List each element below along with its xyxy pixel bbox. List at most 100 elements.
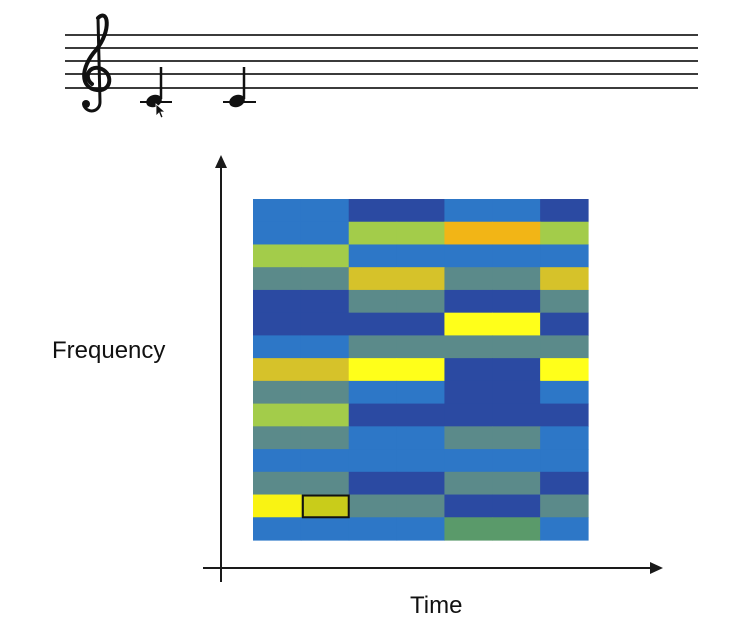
heatmap-cell — [540, 289, 589, 314]
heatmap-cell — [348, 517, 398, 541]
heatmap-cell — [396, 471, 446, 496]
heatmap-cell — [300, 221, 350, 246]
treble-clef-icon — [82, 13, 112, 113]
heatmap-cell — [492, 380, 541, 405]
heatmap-cell — [300, 289, 350, 314]
heatmap-cell — [444, 335, 493, 359]
heatmap-cell — [444, 403, 493, 427]
heatmap-cell — [540, 358, 589, 382]
heatmap-cell — [540, 471, 589, 496]
heatmap-cell — [540, 267, 589, 291]
heatmap-cell — [396, 358, 446, 382]
x-axis — [203, 562, 663, 574]
x-axis-label: Time — [410, 592, 463, 619]
heatmap-cell — [444, 517, 493, 541]
heatmap-cell — [492, 471, 541, 496]
heatmap-cell — [348, 199, 398, 223]
heatmap-cell — [492, 221, 541, 246]
heatmap-cell — [396, 403, 446, 427]
heatmap-cell — [540, 449, 589, 473]
heatmap-cell — [492, 494, 541, 518]
heatmap-cell — [396, 449, 446, 473]
heatmap-cell — [396, 312, 446, 336]
heatmap-cell — [444, 426, 493, 450]
heatmap-cell — [300, 517, 350, 541]
heatmap-cell — [348, 449, 398, 473]
spectrogram-heatmap — [253, 199, 589, 541]
heatmap-cell — [300, 312, 350, 336]
heatmap-cell — [300, 380, 350, 405]
heatmap-cell — [348, 289, 398, 314]
heatmap-cell — [396, 494, 446, 518]
heatmap-cell — [300, 199, 350, 223]
heatmap-cell — [540, 380, 589, 405]
heatmap-cell — [396, 244, 446, 268]
heatmap-cell — [300, 267, 350, 291]
heatmap-cell — [540, 494, 589, 518]
heatmap-cell — [396, 267, 446, 291]
heatmap-cell — [540, 221, 589, 246]
heatmap-cell — [492, 426, 541, 450]
heatmap-cell — [300, 403, 350, 427]
heatmap-cell — [253, 449, 302, 473]
heatmap-cell — [492, 289, 541, 314]
heatmap-cell — [348, 426, 398, 450]
heatmap-cell — [348, 312, 398, 336]
heatmap-cell — [444, 267, 493, 291]
heatmap-cell — [253, 312, 302, 336]
heatmap-cell — [396, 380, 446, 405]
heatmap-cell — [396, 289, 446, 314]
heatmap-cell — [492, 199, 541, 223]
heatmap-cell — [492, 358, 541, 382]
heatmap-cell — [444, 358, 493, 382]
heatmap-cell — [492, 312, 541, 336]
heatmap-cell — [540, 335, 589, 359]
heatmap-cell — [348, 494, 398, 518]
heatmap-cell — [492, 335, 541, 359]
heatmap-cell — [540, 517, 589, 541]
heatmap-cell — [253, 244, 302, 268]
heatmap-cell — [444, 471, 493, 496]
heatmap-cell — [444, 221, 493, 246]
heatmap-cell — [540, 199, 589, 223]
heatmap-cell — [253, 221, 302, 246]
heatmap-cell — [300, 244, 350, 268]
highlighted-cell — [301, 494, 350, 519]
quarter-note-2 — [223, 67, 256, 108]
heatmap-cell — [396, 335, 446, 359]
heatmap-cell — [253, 358, 302, 382]
heatmap-cell — [444, 312, 493, 336]
heatmap-cell — [300, 358, 350, 382]
mouse-cursor-icon — [155, 103, 167, 119]
heatmap-cell — [348, 380, 398, 405]
heatmap-cell — [540, 312, 589, 336]
heatmap-cell — [348, 267, 398, 291]
heatmap-cell — [444, 380, 493, 405]
heatmap-cell — [253, 403, 302, 427]
y-axis — [215, 155, 227, 582]
heatmap-cell — [444, 289, 493, 314]
heatmap-cell — [540, 426, 589, 450]
heatmap-cell — [444, 244, 493, 268]
heatmap-cell — [492, 403, 541, 427]
heatmap-cell — [253, 426, 302, 450]
heatmap-cell — [540, 403, 589, 427]
heatmap-cell — [300, 426, 350, 450]
heatmap-cell — [444, 494, 493, 518]
heatmap-cell — [253, 289, 302, 314]
heatmap-cell — [253, 335, 302, 359]
y-axis-label: Frequency — [52, 337, 166, 364]
music-staff — [65, 34, 698, 89]
heatmap-cell — [396, 426, 446, 450]
heatmap-cell — [348, 221, 398, 246]
heatmap-cell — [492, 449, 541, 473]
heatmap-cell — [444, 199, 493, 223]
heatmap-cell — [492, 517, 541, 541]
heatmap-cell — [300, 335, 350, 359]
heatmap-cell — [396, 221, 446, 246]
heatmap-cell — [348, 471, 398, 496]
heatmap-cell — [253, 199, 302, 223]
heatmap-cell — [396, 517, 446, 541]
heatmap-cell — [253, 517, 302, 541]
